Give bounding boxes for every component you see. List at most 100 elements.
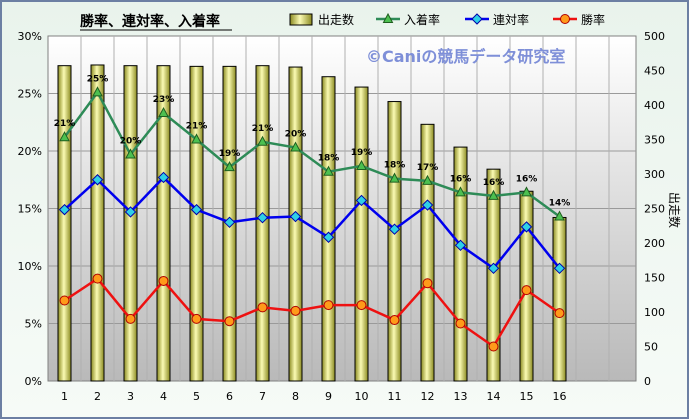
data-label: 23% <box>153 95 175 105</box>
x-tick-label: 7 <box>259 390 266 403</box>
series-marker <box>223 216 236 229</box>
data-label: 19% <box>219 149 241 159</box>
series-marker <box>554 210 565 221</box>
series-marker <box>422 174 433 185</box>
series-marker <box>520 221 533 233</box>
series-marker <box>59 131 70 142</box>
x-tick-label: 10 <box>355 390 369 403</box>
x-tick-label: 14 <box>487 390 501 403</box>
left-tick-label: 10% <box>18 260 42 273</box>
bar <box>123 65 138 382</box>
series-marker <box>521 285 532 296</box>
bar <box>387 101 402 382</box>
series-marker <box>355 194 368 207</box>
x-tick-label: 4 <box>160 390 167 403</box>
right-tick-label: 400 <box>644 99 665 112</box>
watermark: ©Caniの競馬データ研究室 <box>366 47 565 66</box>
series-marker <box>388 223 401 235</box>
series-marker <box>124 206 137 218</box>
data-label: 18% <box>384 161 406 171</box>
series-marker <box>488 341 499 352</box>
data-label: 17% <box>417 163 439 173</box>
x-tick-label: 9 <box>325 390 332 403</box>
series-marker <box>421 199 434 211</box>
legend-marker <box>382 12 394 23</box>
series-marker <box>125 148 136 159</box>
right-tick-label: 50 <box>644 341 658 354</box>
series-marker <box>256 211 269 224</box>
series-marker <box>389 315 400 326</box>
x-tick-label: 6 <box>226 390 233 403</box>
x-tick-label: 16 <box>553 390 567 403</box>
series-marker <box>191 313 202 324</box>
right-tick-label: 250 <box>644 203 665 216</box>
series-marker <box>125 313 136 324</box>
bar <box>156 65 171 382</box>
left-tick-label: 25% <box>18 88 42 101</box>
series-marker <box>455 318 466 329</box>
x-tick-label: 15 <box>520 390 534 403</box>
bar <box>420 123 435 382</box>
right-tick-label: 500 <box>644 30 665 43</box>
series-marker <box>157 171 170 184</box>
series-marker <box>323 165 334 176</box>
bar <box>57 65 72 382</box>
series-lines <box>63 90 561 349</box>
data-label: 20% <box>120 136 142 146</box>
series-marker <box>455 186 466 197</box>
series-marker <box>191 133 202 144</box>
series-marker <box>92 86 103 97</box>
x-tick-label: 13 <box>454 390 468 403</box>
bar <box>288 66 303 382</box>
data-label: 14% <box>549 199 571 209</box>
data-label: 16% <box>483 178 505 188</box>
legend-marker <box>471 13 483 25</box>
series-marker <box>257 302 268 313</box>
bar <box>189 65 204 382</box>
series-marker <box>59 295 70 306</box>
data-label: 20% <box>285 130 307 140</box>
series-markers <box>58 86 566 352</box>
series-marker <box>553 262 566 275</box>
right-tick-label: 150 <box>644 272 665 285</box>
chart-title: 勝率、連対率、入着率 <box>80 13 220 30</box>
right-tick-label: 100 <box>644 306 665 319</box>
series-marker <box>92 273 103 284</box>
series-marker <box>322 231 335 243</box>
series-marker <box>488 189 499 200</box>
series-marker <box>289 210 302 223</box>
axes: 0%5%10%15%20%25%30%050100150200250300350… <box>18 30 665 403</box>
data-label: 25% <box>87 74 109 84</box>
series-marker <box>356 159 367 170</box>
series-marker <box>290 141 301 152</box>
series-marker <box>190 203 203 216</box>
x-tick-label: 3 <box>127 390 134 403</box>
right-tick-label: 350 <box>644 134 665 147</box>
series-marker <box>356 300 367 311</box>
left-tick-label: 15% <box>18 203 42 216</box>
right-tick-label: 200 <box>644 237 665 250</box>
series-marker <box>290 305 301 316</box>
series-marker <box>323 300 334 311</box>
right-axis-label: 出走数 <box>667 192 682 228</box>
data-label: 21% <box>186 122 208 132</box>
series-marker <box>554 308 565 319</box>
x-tick-label: 1 <box>61 390 68 403</box>
series-marker <box>224 316 235 327</box>
x-tick-label: 12 <box>421 390 435 403</box>
bar <box>552 216 567 382</box>
legend-swatch <box>289 13 313 26</box>
data-label: 19% <box>351 148 373 158</box>
data-label: 21% <box>54 119 76 129</box>
series-marker <box>389 172 400 183</box>
right-tick-label: 300 <box>644 168 665 181</box>
left-tick-label: 20% <box>18 145 42 158</box>
bar <box>354 86 369 382</box>
series-marker <box>224 161 235 172</box>
bar <box>486 168 501 382</box>
series-marker <box>487 262 500 275</box>
data-label: 18% <box>318 154 340 164</box>
series-marker <box>257 135 268 146</box>
x-tick-label: 2 <box>94 390 101 403</box>
series-marker <box>521 186 532 197</box>
